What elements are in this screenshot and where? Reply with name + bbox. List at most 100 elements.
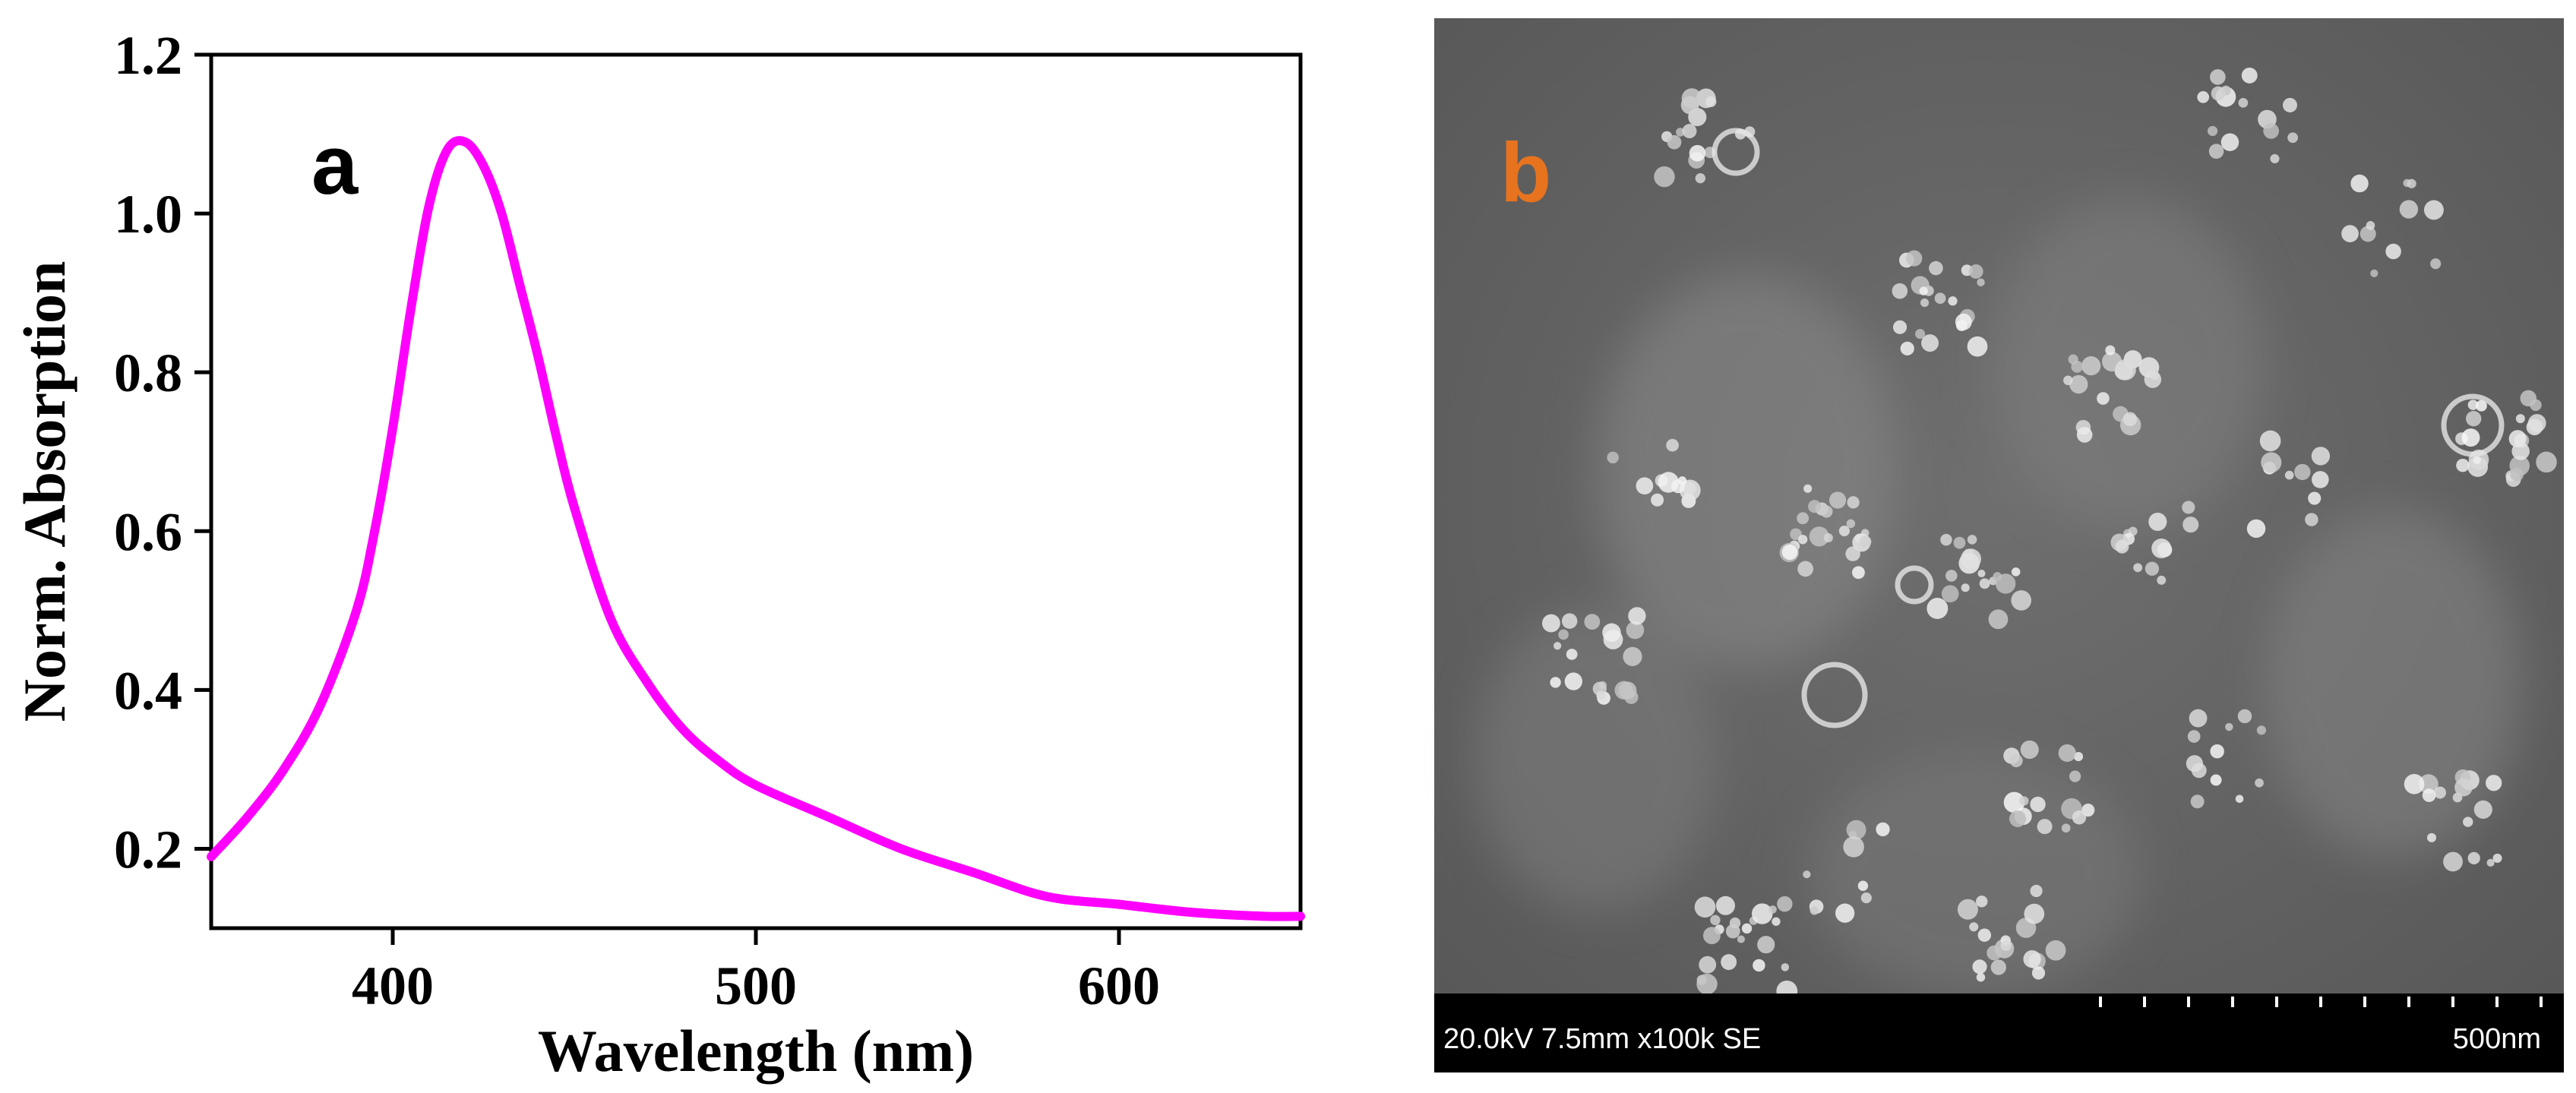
x-tick-label: 400: [352, 956, 434, 1016]
sem-particle: [1926, 598, 1949, 619]
sem-particle: [2031, 966, 2046, 980]
sem-acquisition-info: 20.0kV 7.5mm x100k SE: [1443, 1023, 1761, 1055]
sem-particle: [1977, 278, 1985, 286]
sem-particle: [2208, 144, 2224, 159]
sem-particle: [2404, 773, 2425, 794]
sem-particle: [1876, 822, 1890, 837]
sem-particle: [1626, 621, 1645, 640]
sem-particle: [1797, 561, 1814, 577]
sem-particle: [1810, 906, 1819, 915]
sem-particle: [1846, 519, 1856, 529]
sem-particle: [2282, 97, 2297, 112]
sem-particle: [2237, 709, 2252, 724]
sem-particle: [2105, 345, 2116, 355]
sem-particle: [2308, 491, 2322, 505]
sem-particle: [1988, 609, 2009, 630]
sem-particle: [2305, 513, 2318, 526]
sem-particle: [2186, 755, 2203, 772]
sem-particle: [1860, 892, 1872, 904]
sem-particle: [2370, 269, 2378, 277]
sem-particle: [2037, 819, 2053, 835]
sem-particle: [1777, 896, 1793, 912]
sem-particle: [1651, 493, 1664, 507]
sem-particle: [2190, 794, 2205, 809]
sem-particle: [2023, 950, 2041, 968]
sem-particle: [2511, 442, 2530, 460]
sem-particle: [2461, 428, 2480, 447]
sem-particle: [1618, 681, 1637, 700]
sem-particle: [1967, 336, 1988, 357]
sem-particle: [1900, 341, 1914, 355]
sem-particle: [1845, 546, 1860, 561]
sem-particle: [1945, 570, 1958, 582]
sem-particle: [1781, 963, 1790, 971]
sem-particle: [2434, 786, 2447, 799]
sem-particle: [1694, 896, 1716, 918]
sem-particle: [2068, 354, 2078, 365]
sem-particle: [2359, 226, 2376, 242]
sem-particle: [2003, 791, 2025, 813]
sem-particle: [2350, 174, 2369, 193]
sem-particle: [2030, 796, 2046, 813]
sem-bright-feature: [1712, 128, 1760, 176]
sem-particle: [1715, 896, 1735, 915]
sem-particle: [1710, 915, 1721, 926]
sem-particle: [2115, 539, 2129, 554]
sem-particle: [2246, 519, 2266, 539]
sem-particle: [2019, 796, 2029, 806]
sem-particle: [1847, 496, 1860, 509]
sem-particle: [1803, 484, 1813, 493]
sem-particle: [2133, 563, 2143, 573]
x-axis-title: Wavelength (nm): [538, 1018, 974, 1084]
sem-particle: [1967, 535, 1977, 545]
sem-particle: [2000, 940, 2012, 951]
sem-particle: [2492, 853, 2502, 863]
sem-particle: [1828, 491, 1847, 509]
sem-particle: [1636, 477, 1654, 495]
sem-particle: [1835, 903, 1855, 923]
sem-particle: [2430, 258, 2442, 270]
sem-particle: [1808, 500, 1822, 513]
sem-info-bar: [1434, 993, 2564, 1072]
sem-particle: [1892, 320, 1908, 334]
y-tick-label: 0.4: [114, 660, 182, 721]
sem-particle: [2073, 752, 2084, 762]
sem-particle: [2097, 392, 2110, 405]
sem-particle: [2463, 817, 2473, 827]
sem-bright-feature: [1801, 662, 1868, 728]
sem-particle: [1953, 536, 1966, 549]
sem-particle: [1554, 642, 1562, 650]
sem-particle: [1797, 512, 1810, 525]
sem-particle: [2011, 567, 2021, 577]
sem-particle: [1584, 614, 1601, 630]
sem-particle: [1823, 532, 1833, 543]
sem-particle: [2210, 69, 2226, 85]
sem-particle: [2426, 832, 2437, 842]
sem-particle: [2076, 427, 2093, 443]
sem-particle: [2235, 794, 2244, 804]
y-tick-label: 1.2: [114, 25, 182, 86]
sem-particle: [1961, 583, 1970, 592]
sem-particle: [2187, 730, 2201, 743]
sem-particle: [2341, 225, 2359, 243]
sem-particle: [2220, 133, 2239, 151]
sem-particle: [1541, 614, 1560, 633]
sem-particle: [1838, 525, 1850, 537]
sem-particle: [1607, 451, 1619, 464]
sem-particle: [1979, 578, 1990, 589]
sem-particle: [1623, 646, 1642, 666]
sem-particle: [2115, 359, 2136, 381]
sem-particle: [1987, 945, 2002, 961]
y-tick-label: 0.8: [114, 343, 182, 403]
sem-particle: [1929, 261, 1943, 276]
sem-particle: [1972, 959, 1987, 975]
sem-particle: [2009, 753, 2023, 768]
sem-particle: [2009, 810, 2027, 828]
sem-particle: [1859, 535, 1872, 548]
absorption-chart: 400 500 600 0.2 0.4 0.6 0.8 1.0 1.2 Wavelength …: [11, 25, 1305, 1084]
sem-particle: [2189, 709, 2208, 728]
sem-particle: [1596, 690, 1606, 700]
sem-particle: [2207, 125, 2218, 137]
sem-particle: [1803, 870, 1811, 879]
